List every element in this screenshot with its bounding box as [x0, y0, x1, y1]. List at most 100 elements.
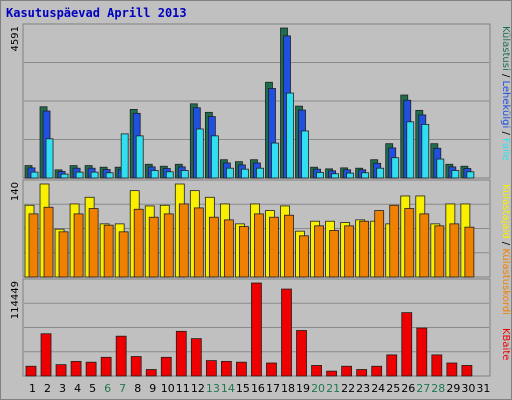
bar-kulastuskordi — [329, 230, 340, 278]
x-tick-label: 13 — [206, 382, 220, 395]
x-tick-label: 22 — [341, 382, 355, 395]
legend-separator: / — [500, 239, 511, 249]
page-title: Kasutuspäevad Aprill 2013 — [6, 6, 187, 20]
bar-kulastuskordi — [419, 213, 430, 278]
bar-kulastuskordi — [133, 208, 144, 278]
bar-kulastuskordi — [434, 225, 445, 278]
bar-faile — [165, 171, 174, 179]
bar-kbaite — [251, 282, 262, 377]
bar-kulastuskordi — [449, 223, 460, 278]
bar-kbaite — [431, 354, 443, 377]
bar-faile — [391, 157, 400, 179]
bar-kbaite — [311, 365, 322, 377]
bar-kulastuskordi — [374, 210, 385, 278]
bar-kbaite — [40, 333, 52, 377]
legend-separator: / — [500, 71, 511, 81]
x-tick-label: 24 — [371, 382, 385, 395]
bar-kulastuskordi — [103, 224, 114, 278]
bar-kulastuskordi — [239, 226, 249, 278]
bar-faile — [256, 167, 264, 179]
bar-kbaite — [55, 364, 67, 377]
bar-faile — [210, 135, 219, 179]
bar-kbaite — [416, 327, 428, 377]
bar-kbaite — [70, 360, 82, 377]
x-tick-label: 3 — [59, 382, 66, 395]
bar-kulastuskordi — [178, 203, 189, 278]
bar-kbaite — [100, 356, 112, 377]
bar-kbaite — [130, 356, 142, 377]
x-tick-label: 27 — [416, 382, 430, 395]
x-tick-label: 29 — [446, 382, 460, 395]
bar-faile — [60, 173, 69, 179]
y-max-label-top: 4591 — [10, 26, 21, 51]
x-tick-label: 16 — [251, 382, 265, 395]
bar-kulastuskordi — [389, 204, 400, 278]
bar-kbaite — [115, 335, 127, 377]
bar-faile — [180, 170, 189, 179]
legend-item: Külastajaid — [500, 184, 511, 239]
bar-kbaite — [446, 362, 458, 377]
x-tick-label: 2 — [44, 382, 51, 395]
bar-kulastuskordi — [284, 214, 294, 278]
bar-faile — [150, 170, 159, 179]
bar-faile — [195, 128, 204, 179]
bar-kulastuskordi — [193, 207, 204, 278]
bar-faile — [30, 171, 39, 179]
x-tick-label: 10 — [161, 382, 175, 395]
x-tick-label: 28 — [431, 382, 445, 395]
bar-kulastuskordi — [88, 208, 99, 278]
bar-faile — [466, 171, 475, 179]
x-tick-label: 14 — [221, 382, 235, 395]
bar-kbaite — [281, 288, 292, 377]
bar-kbaite — [175, 330, 187, 377]
x-tick-label: 21 — [326, 382, 340, 395]
bar-kbaite — [266, 362, 277, 377]
bar-kulastuskordi — [344, 225, 355, 278]
bar-kulastuskordi — [208, 216, 219, 278]
bar-kulastuskordi — [359, 220, 370, 278]
legend-item: Lehekülgi — [500, 81, 511, 129]
bar-kbaite — [356, 369, 368, 377]
bar-kbaite — [160, 356, 172, 377]
bar-kbaite — [145, 369, 157, 377]
x-tick-label: 9 — [149, 382, 156, 395]
x-tick-label: 20 — [311, 382, 325, 395]
bar-kulastuskordi — [269, 216, 279, 278]
x-tick-label: 12 — [191, 382, 205, 395]
bar-faile — [451, 170, 460, 179]
legend-item: Külastusi — [500, 26, 511, 71]
y-max-label-bottom: 114449 — [10, 281, 21, 319]
bar-kulastuskordi — [163, 213, 174, 278]
bar-faile — [406, 121, 415, 179]
bar-faile — [120, 133, 129, 179]
x-tick-label: 23 — [356, 382, 370, 395]
bar-kulastuskordi — [28, 213, 39, 278]
x-tick-label: 8 — [134, 382, 141, 395]
bar-kulastuskordi — [118, 231, 129, 278]
bar-kbaite — [386, 354, 398, 377]
bar-kbaite — [326, 370, 338, 377]
x-tick-label: 19 — [296, 382, 310, 395]
bar-faile — [225, 167, 234, 179]
bar-kbaite — [461, 365, 473, 377]
bar-kbaite — [341, 365, 353, 377]
x-tick-label: 18 — [281, 382, 295, 395]
bar-kbaite — [205, 360, 217, 377]
bar-faile — [331, 173, 340, 179]
bar-faile — [105, 172, 114, 179]
bar-faile — [45, 138, 54, 179]
legend-item: KBaite — [500, 328, 511, 360]
bar-kulastuskordi — [464, 226, 475, 278]
x-tick-label: 6 — [104, 382, 111, 395]
bar-kulastuskordi — [254, 213, 264, 278]
bar-faile — [421, 124, 430, 179]
bar-kbaite — [296, 330, 307, 377]
bar-faile — [376, 167, 385, 179]
bar-kulastuskordi — [314, 225, 324, 278]
x-tick-label: 11 — [176, 382, 190, 395]
bar-faile — [301, 130, 309, 179]
bar-kbaite — [190, 338, 202, 377]
bar-kbaite — [220, 360, 232, 377]
x-tick-label: 30 — [461, 382, 475, 395]
